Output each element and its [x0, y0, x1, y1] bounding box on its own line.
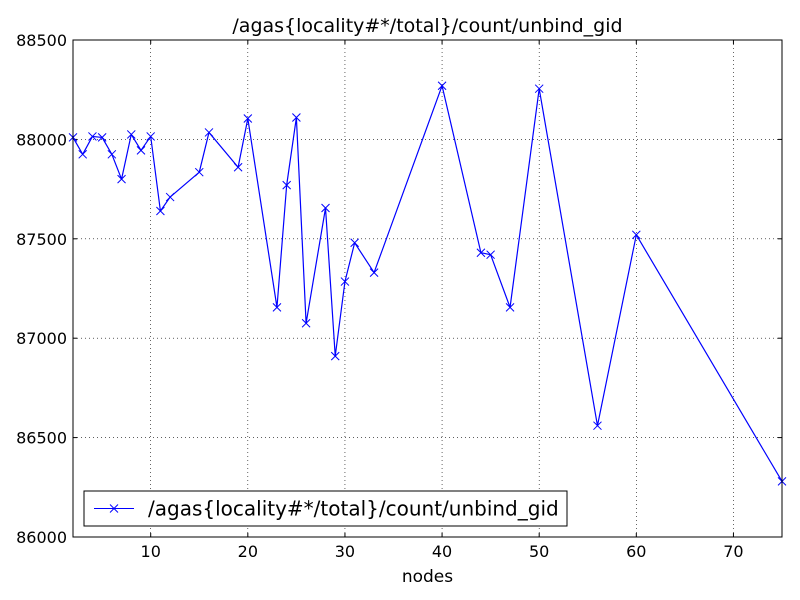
data-point-marker	[126, 130, 136, 139]
marker-stroke	[146, 132, 156, 141]
marker-stroke	[369, 268, 379, 277]
x-tick-label: 10	[141, 542, 161, 561]
y-tick-label: 87500	[16, 230, 67, 249]
data-point-marker	[505, 303, 515, 312]
data-point-marker	[156, 206, 165, 216]
x-tick-label: 70	[723, 542, 743, 561]
marker-stroke	[486, 250, 495, 260]
data-point-marker	[330, 351, 340, 361]
marker-stroke	[340, 277, 350, 286]
marker-stroke	[350, 238, 360, 248]
data-point-marker	[204, 128, 214, 137]
legend-marker-x-icon	[109, 504, 119, 513]
marker-stroke	[330, 351, 340, 361]
tick-labels: 10 20 30 40 50 60 70 86000 86500 87000 87500 88000 8…	[16, 31, 744, 561]
marker-stroke	[109, 504, 119, 513]
x-tick-label: 20	[238, 542, 258, 561]
marker-stroke	[233, 162, 243, 172]
marker-stroke	[631, 230, 641, 240]
data-point-marker	[534, 84, 544, 94]
data-point-marker	[146, 132, 156, 141]
marker-stroke	[136, 145, 146, 155]
data-point-marker	[301, 318, 311, 328]
data-point-marker	[97, 133, 107, 142]
data-point-marker	[165, 192, 175, 202]
marker-stroke	[476, 248, 486, 258]
data-point-marker	[272, 303, 282, 312]
marker-stroke	[204, 128, 214, 137]
legend-box	[83, 490, 568, 527]
marker-stroke	[165, 192, 175, 202]
marker-stroke	[282, 180, 292, 190]
data-point-marker	[437, 81, 447, 91]
data-point-marker	[292, 113, 301, 122]
marker-stroke	[321, 203, 330, 213]
marker-stroke	[593, 421, 602, 431]
data-point-marker	[282, 180, 292, 190]
marker-stroke	[292, 113, 301, 122]
y-tick-label: 88500	[16, 31, 67, 50]
marker-stroke	[437, 81, 447, 91]
grid-lines	[73, 40, 782, 537]
data-point-marker	[340, 277, 350, 286]
y-tick-label: 88000	[16, 130, 67, 149]
legend-label: /agas{locality#*/total}/count/unbind_gid	[148, 497, 559, 521]
legend: /agas{locality#*/total}/count/unbind_gid	[83, 490, 568, 527]
x-tick-label: 40	[432, 542, 452, 561]
marker-stroke	[156, 206, 165, 216]
plot-frame	[72, 39, 783, 538]
y-tick-label: 86500	[16, 429, 67, 448]
x-tick-label: 30	[335, 542, 355, 561]
marker-stroke	[88, 132, 97, 141]
data-point-marker	[194, 167, 204, 177]
chart-title: /agas{locality#*/total}/count/unbind_gid	[232, 15, 622, 37]
series-line	[72, 85, 783, 482]
marker-stroke	[117, 174, 126, 184]
data-point-marker	[117, 174, 126, 184]
data-point-marker	[486, 250, 495, 260]
data-point-marker	[78, 149, 88, 159]
marker-stroke	[505, 303, 515, 312]
marker-stroke	[126, 130, 136, 139]
data-point-marker	[136, 145, 146, 155]
marker-stroke	[107, 149, 117, 159]
marker-stroke	[534, 84, 544, 94]
data-point-marker	[369, 268, 379, 277]
x-tick-label: 60	[626, 542, 646, 561]
x-tick-label: 50	[529, 542, 549, 561]
data-point-marker	[593, 421, 602, 431]
marker-stroke	[194, 167, 204, 177]
y-tick-label: 86000	[16, 528, 67, 547]
data-point-marker	[350, 238, 360, 248]
data-point-marker	[88, 132, 97, 141]
data-point-marker	[631, 230, 641, 240]
marker-stroke	[243, 114, 253, 123]
data-point-marker	[243, 114, 253, 123]
data-point-marker	[107, 149, 117, 159]
x-axis-label: nodes	[402, 567, 453, 587]
marker-stroke	[301, 318, 311, 328]
marker-stroke	[97, 133, 107, 142]
marker-stroke	[78, 149, 88, 159]
data-point-marker	[476, 248, 486, 258]
data-point-marker	[233, 162, 243, 172]
marker-stroke	[272, 303, 282, 312]
data-point-marker	[321, 203, 330, 213]
y-tick-label: 87000	[16, 329, 67, 348]
plot-area-background	[73, 40, 782, 537]
